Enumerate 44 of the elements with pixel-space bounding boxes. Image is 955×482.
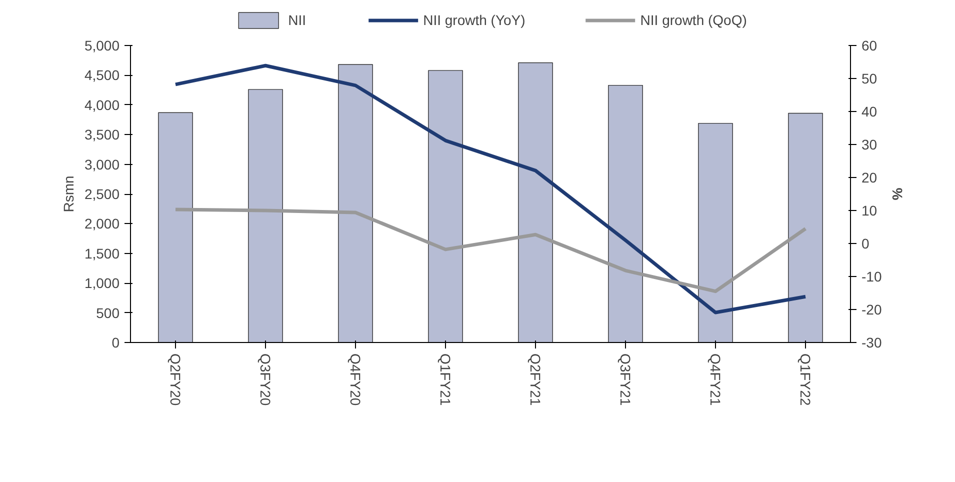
y-tick-label: 3,500 [84, 126, 120, 143]
x-tick-label: Q3FY21 [618, 354, 634, 406]
y-tick-label: 4,500 [84, 67, 120, 84]
y2-tick-label: 10 [862, 202, 878, 218]
y2-tick-label: 30 [862, 136, 878, 152]
x-tick-label: Q4FY20 [348, 354, 364, 406]
y-tick-label: 2,500 [84, 186, 120, 202]
y2-tick-label: -20 [862, 302, 882, 318]
x-tick-label: Q1FY21 [438, 354, 454, 406]
y-tick-label: 0 [112, 334, 120, 350]
legend-label: NII [288, 12, 307, 28]
x-tick-label: Q3FY20 [258, 354, 274, 406]
x-tick-label: Q2FY21 [528, 354, 544, 406]
bar [158, 112, 193, 342]
legend-label: NII growth (YoY) [423, 12, 526, 28]
x-tick-label: Q2FY20 [168, 354, 184, 406]
y2-tick-label: -30 [862, 334, 882, 350]
y-tick-label: 2,000 [84, 216, 120, 232]
bar [428, 70, 463, 342]
y2-tick-label: 0 [862, 236, 870, 252]
y-tick-label: 500 [96, 304, 120, 321]
bar [788, 112, 823, 342]
bar [248, 89, 283, 342]
y2-tick-label: 40 [862, 104, 878, 120]
bar [608, 84, 643, 342]
x-tick-label: Q1FY22 [798, 354, 814, 406]
y2-tick-label: 60 [862, 38, 878, 54]
y-axis-title: Rsmn [60, 176, 76, 212]
line-series [174, 64, 808, 314]
y-tick-label: 4,000 [84, 96, 120, 113]
legend-label: NII growth (QoQ) [640, 12, 747, 28]
y-tick-label: 3,000 [84, 156, 120, 172]
y2-tick-label: 20 [862, 170, 878, 186]
bar [698, 122, 733, 342]
line-series [174, 208, 808, 294]
y-tick-label: 1,000 [84, 275, 120, 292]
bar [518, 62, 553, 342]
y2-axis-title: % [890, 188, 906, 201]
y2-tick-label: 50 [862, 70, 878, 86]
y-tick-label: 5,000 [84, 38, 120, 54]
y-tick-label: 1,500 [84, 245, 120, 262]
y2-tick-label: -10 [862, 268, 882, 284]
bar [338, 64, 373, 342]
x-tick-label: Q4FY21 [708, 354, 724, 406]
